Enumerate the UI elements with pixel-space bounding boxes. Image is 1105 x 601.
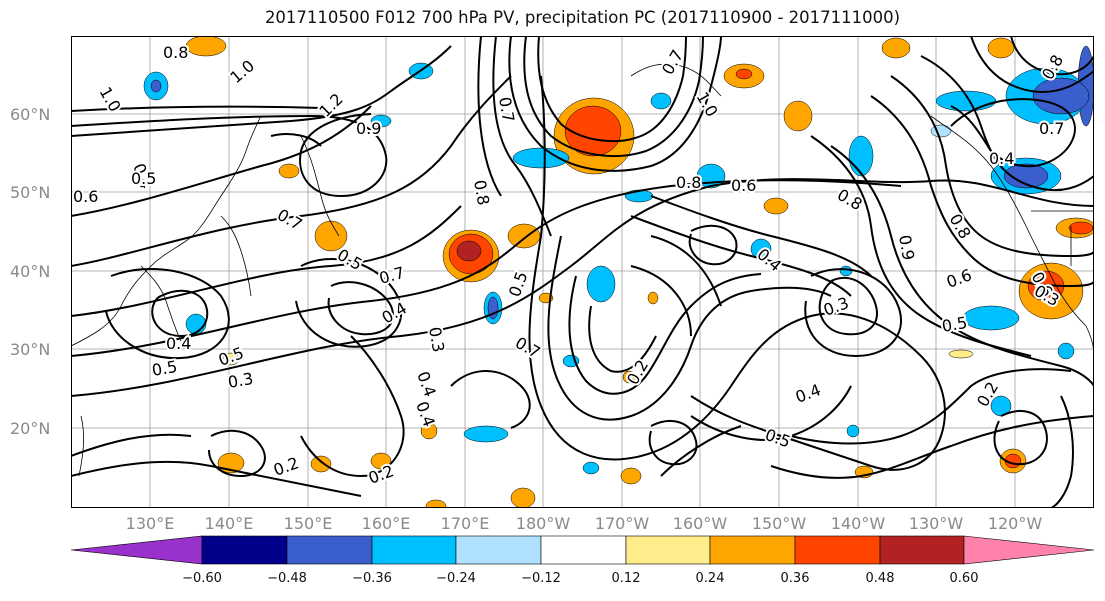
colorbar-tick: −0.24 xyxy=(436,571,476,586)
lon-label-130w: 130°W xyxy=(908,514,964,533)
colorbar-segment xyxy=(794,535,881,565)
lon-label-140w: 140°W xyxy=(830,514,886,533)
precipitation-shading xyxy=(143,36,1094,508)
lat-label-60n: 60°N xyxy=(10,105,51,124)
figure-title: 2017110500 F012 700 hPa PV, precipitatio… xyxy=(264,8,901,27)
colorbar-segment xyxy=(625,535,711,565)
colorbar-segment xyxy=(540,535,627,565)
lon-label-130e: 130°E xyxy=(125,514,175,533)
colorbar-tick: −0.48 xyxy=(267,571,307,586)
lon-label-160e: 160°E xyxy=(361,514,411,533)
colorbar-segments xyxy=(70,535,1095,565)
contour-label: 0.7 xyxy=(1039,119,1064,138)
colorbar-segment xyxy=(455,535,542,565)
lat-label-20n: 20°N xyxy=(10,419,51,438)
colorbar-segment xyxy=(963,535,1095,565)
lat-label-40n: 40°N xyxy=(10,262,51,281)
colorbar-tick: 0.48 xyxy=(865,571,895,586)
lon-label-150e: 150°E xyxy=(283,514,333,533)
contour-label: 0.6 xyxy=(731,176,756,195)
map-panel: 0.8 1.0 1.0 1.2 0.9 0.4 0.5 0.6 0.7 0.5 … xyxy=(71,36,1094,508)
contour-label: 0.8 xyxy=(676,173,701,192)
lon-label-140e: 140°E xyxy=(204,514,254,533)
colorbar-tick: 0.60 xyxy=(949,571,979,586)
lon-label-170w: 170°W xyxy=(594,514,650,533)
colorbar-tick: 0.36 xyxy=(780,571,810,586)
colorbar-tick: 0.24 xyxy=(695,571,725,586)
lon-label-120w: 120°W xyxy=(987,514,1043,533)
colorbar-segment xyxy=(70,535,203,565)
colorbar-tick: −0.36 xyxy=(352,571,392,586)
colorbar-tick: 0.12 xyxy=(611,571,641,586)
colorbar-tick: −0.12 xyxy=(521,571,561,586)
colorbar-segment xyxy=(709,535,796,565)
contour-label: 0.9 xyxy=(356,119,381,138)
pv-contours xyxy=(71,36,1094,508)
contour-label: 0.8 xyxy=(163,43,188,62)
colorbar-tick: −0.60 xyxy=(182,571,222,586)
colorbar-segment xyxy=(879,535,965,565)
contour-label: 0.4 xyxy=(166,334,191,353)
lon-label-170e: 170°E xyxy=(440,514,490,533)
coastlines xyxy=(71,63,1094,477)
lon-label-160w: 160°W xyxy=(672,514,728,533)
lat-label-30n: 30°N xyxy=(10,340,51,359)
contour-label: 0.5 xyxy=(131,169,156,188)
colorbar xyxy=(70,535,1095,565)
lon-label-180w: 180°W xyxy=(515,514,571,533)
contour-label: 0.4 xyxy=(989,149,1014,168)
colorbar-segment xyxy=(201,535,288,565)
lat-label-50n: 50°N xyxy=(10,183,51,202)
lon-label-150w: 150°W xyxy=(751,514,807,533)
colorbar-segment xyxy=(371,535,457,565)
colorbar-segment xyxy=(286,535,373,565)
contour-label: 0.6 xyxy=(73,187,98,206)
